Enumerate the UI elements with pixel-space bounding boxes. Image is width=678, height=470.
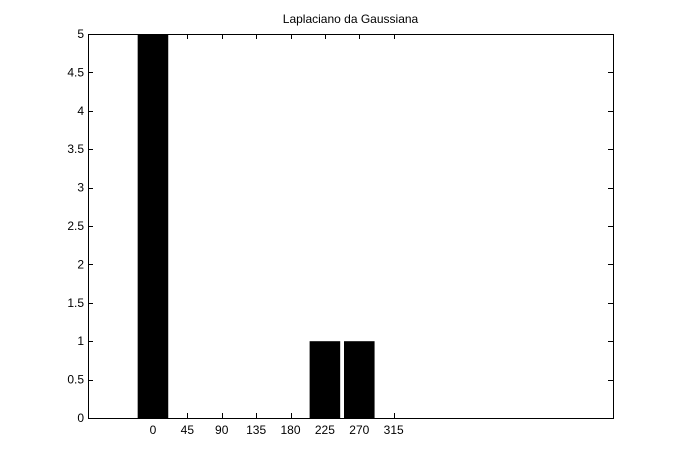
y-tick-label: 2.5: [67, 219, 84, 233]
x-tick-label: 180: [280, 423, 300, 437]
chart-title: Laplaciano da Gaussiana: [283, 12, 419, 26]
x-tick-label: 0: [150, 423, 157, 437]
y-tick-label: 5: [77, 27, 84, 41]
bars-group: [137, 34, 375, 418]
x-tick-label: 45: [181, 423, 195, 437]
y-axis-ticks: 0 0.5 1 1.5 2 2.5 3 3.5 4 4.5 5: [67, 27, 613, 425]
y-tick-label: 4.5: [67, 65, 84, 79]
y-tick-label: 3.5: [67, 142, 84, 156]
bar-225: [309, 341, 341, 418]
x-tick-label: 90: [215, 423, 229, 437]
y-tick-label: 2: [77, 257, 84, 271]
x-tick-label: 225: [315, 423, 335, 437]
bar-270: [344, 341, 375, 418]
bar-0: [137, 34, 169, 418]
y-tick-label: 0: [77, 411, 84, 425]
y-tick-label: 1.5: [67, 296, 84, 310]
x-tick-label: 135: [246, 423, 266, 437]
x-tick-label: 315: [384, 423, 404, 437]
x-tick-label: 270: [349, 423, 369, 437]
y-tick-label: 1: [77, 334, 84, 348]
x-axis-ticks: 0 45 90 135 180 225 270 315: [150, 34, 404, 437]
y-tick-label: 3: [77, 181, 84, 195]
y-tick-label: 0.5: [67, 373, 84, 387]
y-tick-label: 4: [77, 104, 84, 118]
